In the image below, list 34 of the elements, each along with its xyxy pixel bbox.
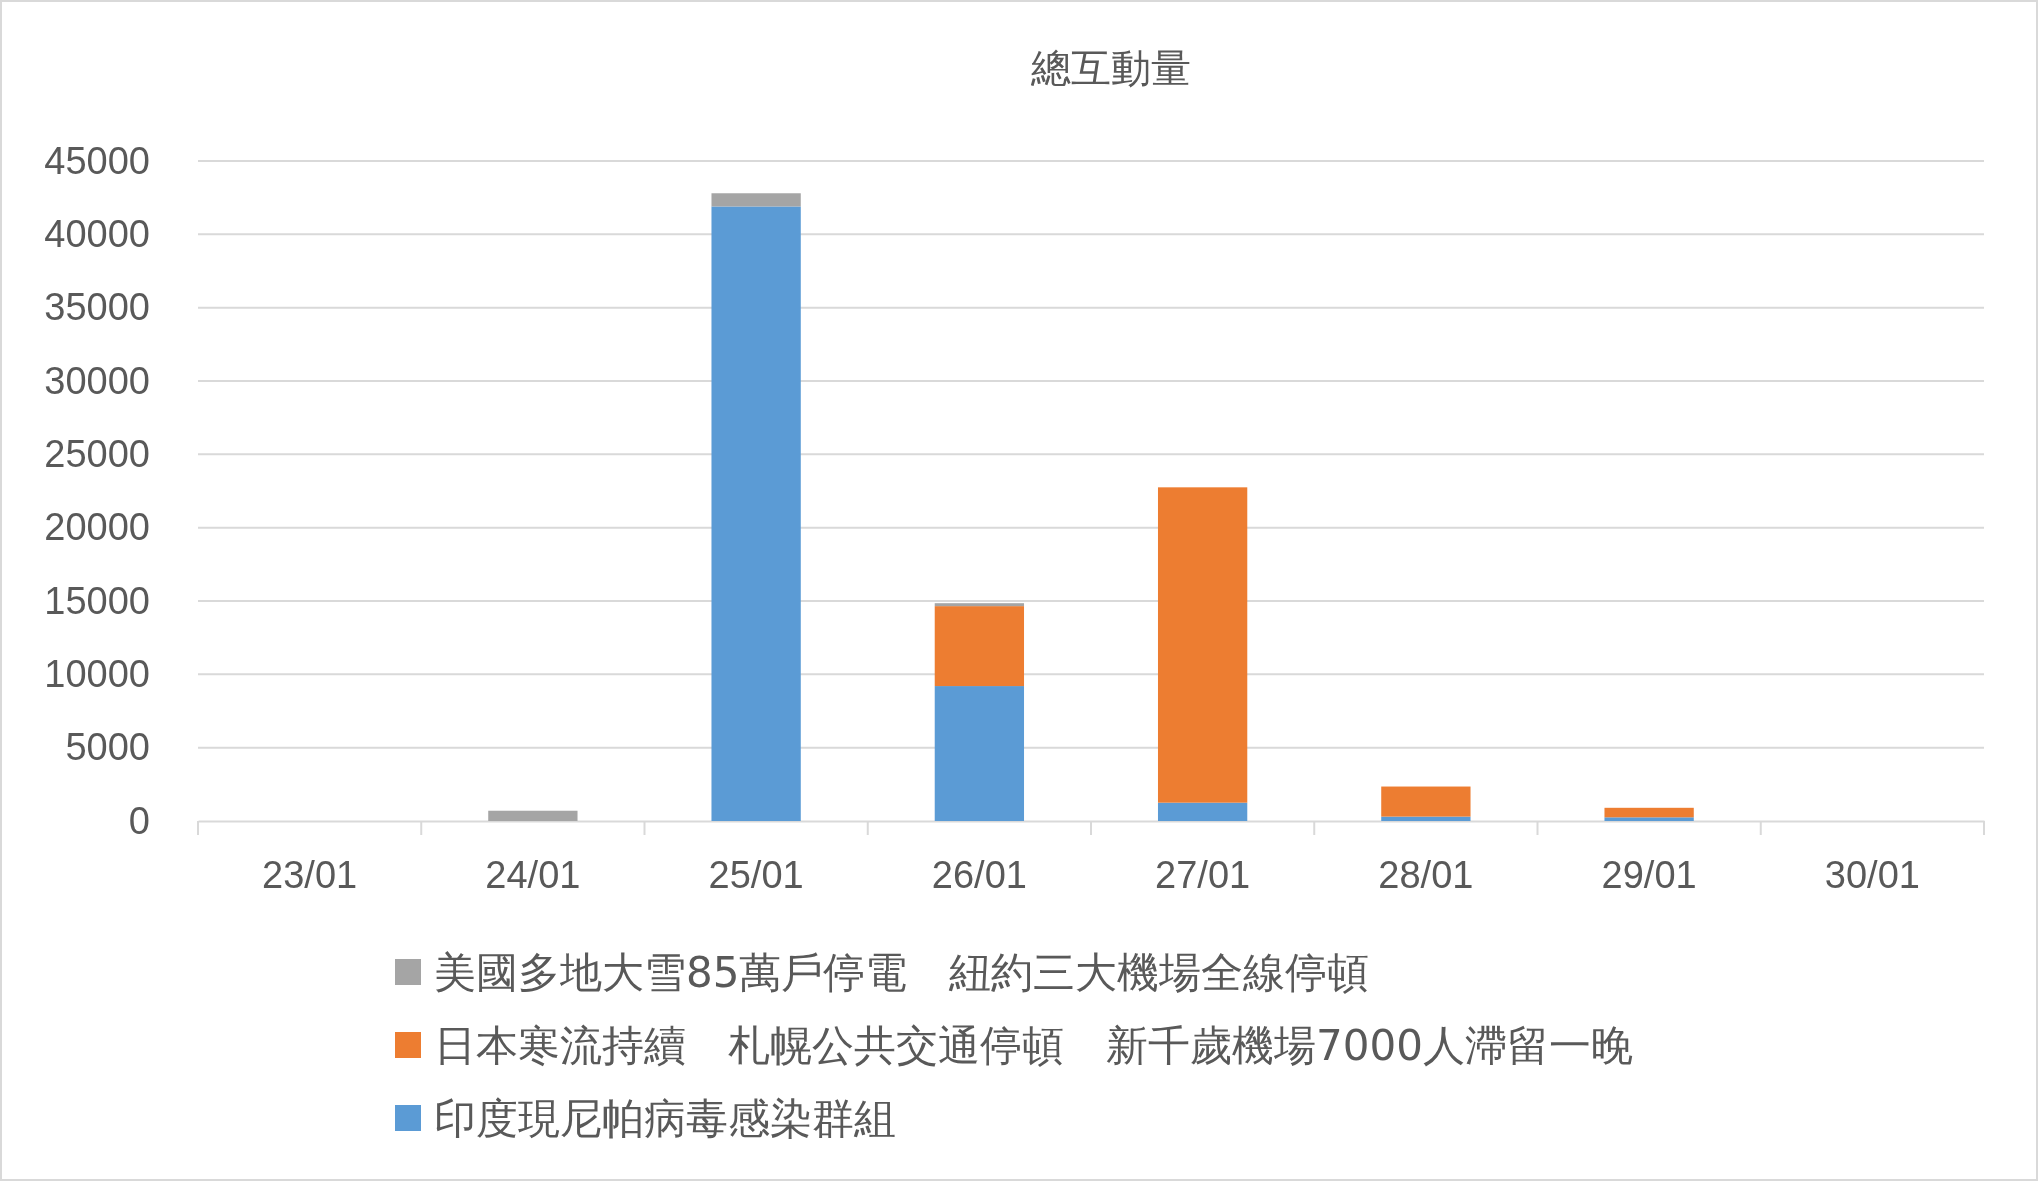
- y-tick-label: 45000: [44, 139, 150, 182]
- y-tick-label: 20000: [44, 506, 150, 549]
- x-tick-label: 23/01: [262, 853, 358, 896]
- y-tick-label: 30000: [44, 359, 150, 402]
- y-tick-label: 25000: [44, 432, 150, 475]
- legend-label: 印度現尼帕病毒感染群組: [434, 1093, 896, 1143]
- y-tick-label: 15000: [44, 579, 150, 622]
- y-tick-label: 10000: [44, 652, 150, 695]
- bar: [934, 686, 1025, 821]
- y-tick-label: 35000: [44, 286, 150, 329]
- legend-label: 美國多地大雪85萬戶停電 紐約三大機場全線停頓: [434, 947, 1370, 997]
- y-tick-label: 5000: [65, 726, 150, 769]
- x-tick-label: 29/01: [1601, 853, 1697, 896]
- y-tick-label: 0: [128, 799, 150, 842]
- x-tick-label: 26/01: [931, 853, 1027, 896]
- bar: [934, 606, 1025, 687]
- y-tick-label: 40000: [44, 212, 150, 255]
- x-tick-label: 25/01: [708, 853, 804, 896]
- bar: [934, 603, 1025, 607]
- chart-title: 總互動量: [1030, 45, 1191, 91]
- bar: [1604, 807, 1694, 818]
- x-tick-label: 24/01: [485, 853, 581, 896]
- legend-label: 日本寒流持續 札幌公共交通停頓 新千歲機場7000人滯留一晚: [434, 1020, 1633, 1070]
- bar: [1381, 786, 1471, 817]
- bar: [1157, 487, 1248, 803]
- x-tick-label: 30/01: [1824, 853, 1920, 896]
- bar: [711, 206, 801, 821]
- bar: [1157, 802, 1248, 821]
- bar: [488, 810, 578, 821]
- bar: [1381, 816, 1471, 821]
- bar: [711, 193, 801, 207]
- x-tick-label: 27/01: [1155, 853, 1251, 896]
- x-tick-label: 28/01: [1378, 853, 1474, 896]
- bar: [1604, 817, 1694, 821]
